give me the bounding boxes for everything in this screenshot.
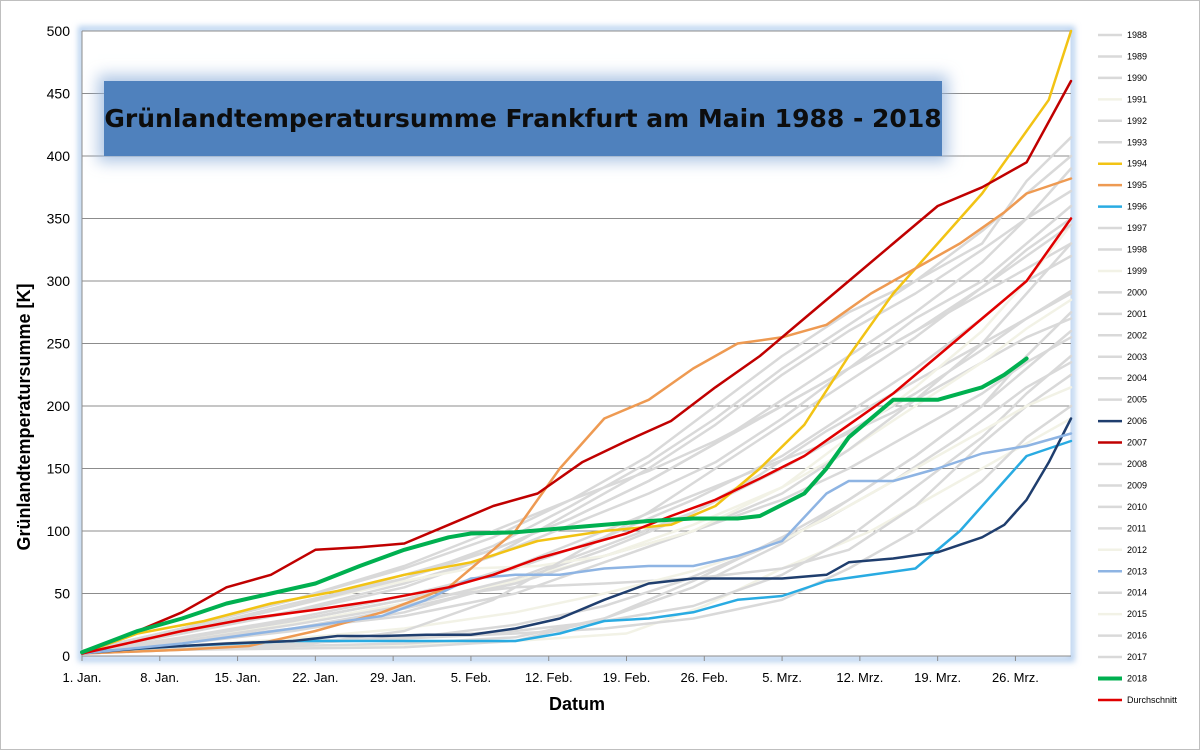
legend-label-durchschnitt: Durchschnitt <box>1127 695 1178 705</box>
x-tick-label: 29. Jan. <box>370 670 416 685</box>
y-axis-title: Grünlandtemperatursumme [K] <box>14 283 34 550</box>
legend-label-1994: 1994 <box>1127 159 1147 169</box>
legend-label-2011: 2011 <box>1127 523 1146 533</box>
legend-label-1995: 1995 <box>1127 180 1147 190</box>
legend-label-1989: 1989 <box>1127 51 1147 61</box>
x-axis-ticks: 1. Jan. 8. Jan. 15. Jan. 22. Jan. 29. Jan. 5.… <box>62 656 1039 685</box>
legend-label-2010: 2010 <box>1127 502 1147 512</box>
legend-label-1988: 1988 <box>1127 30 1147 40</box>
y-tick-label: 50 <box>54 586 70 602</box>
series-line-2010 <box>80 354 1073 655</box>
y-tick-label: 300 <box>47 273 71 289</box>
legend-label-2004: 2004 <box>1127 373 1147 383</box>
series-line-1989 <box>80 204 1073 654</box>
y-tick-label: 350 <box>47 211 71 227</box>
series-line-1996 <box>80 439 1073 654</box>
legend-label-2008: 2008 <box>1127 459 1147 469</box>
y-tick-label: 200 <box>47 398 71 414</box>
x-axis-title: Datum <box>549 694 605 714</box>
chart-title-box: Grünlandtemperatursumme Frankfurt am Mai… <box>104 81 942 156</box>
legend-label-2017: 2017 <box>1127 652 1147 662</box>
x-tick-label: 5. Mrz. <box>762 670 802 685</box>
y-axis-ticks: 0 50 100 150 200 250 300 350 400 450 500 <box>47 23 71 664</box>
x-tick-label: 12. Mrz. <box>836 670 883 685</box>
legend-label-1996: 1996 <box>1127 202 1147 212</box>
plot-area-glow <box>78 26 1075 662</box>
series-line-2002 <box>80 189 1073 653</box>
series-lines <box>80 29 1073 655</box>
gridlines <box>81 30 1071 657</box>
y-tick-label: 250 <box>47 336 71 352</box>
x-tick-label: 19. Mrz. <box>914 670 961 685</box>
x-tick-label: 15. Jan. <box>214 670 260 685</box>
legend-label-1991: 1991 <box>1127 94 1147 104</box>
x-tick-label: 19. Feb. <box>603 670 651 685</box>
legend-label-2015: 2015 <box>1127 609 1147 619</box>
chart-title: Grünlandtemperatursumme Frankfurt am Mai… <box>104 104 942 133</box>
y-tick-label: 100 <box>47 523 71 539</box>
y-tick-label: 150 <box>47 461 71 477</box>
x-tick-label: 22. Jan. <box>292 670 338 685</box>
legend-label-2007: 2007 <box>1127 438 1147 448</box>
legend-label-2001: 2001 <box>1127 309 1147 319</box>
x-tick-label: 8. Jan. <box>140 670 179 685</box>
x-tick-label: 26. Feb. <box>680 670 728 685</box>
legend-label-2000: 2000 <box>1127 287 1147 297</box>
series-line-2018 <box>80 356 1029 655</box>
legend-label-1998: 1998 <box>1127 245 1147 255</box>
y-tick-label: 500 <box>47 23 71 39</box>
legend-label-1990: 1990 <box>1127 73 1147 83</box>
legend-label-1992: 1992 <box>1127 116 1147 126</box>
legend: 1988 1989 1990 1991 1992 1993 1994 1995 1996 1997… <box>1098 30 1178 705</box>
legend-label-2013: 2013 <box>1127 566 1147 576</box>
x-tick-label: 5. Feb. <box>451 670 491 685</box>
series-line-2007 <box>80 79 1073 655</box>
series-line-durchschnitt <box>80 217 1073 655</box>
legend-label-2002: 2002 <box>1127 330 1147 340</box>
series-line-1999 <box>80 298 1073 654</box>
legend-label-2009: 2009 <box>1127 480 1147 490</box>
x-tick-label: 1. Jan. <box>62 670 101 685</box>
x-tick-label: 12. Feb. <box>525 670 573 685</box>
legend-label-2005: 2005 <box>1127 395 1147 405</box>
series-line-1994 <box>80 29 1073 655</box>
y-tick-label: 450 <box>47 86 71 102</box>
series-line-2008 <box>80 167 1073 653</box>
series-line-1995 <box>80 177 1073 655</box>
legend-label-1999: 1999 <box>1127 266 1147 276</box>
x-tick-label: 26. Mrz. <box>992 670 1039 685</box>
legend-label-2018: 2018 <box>1127 674 1147 684</box>
legend-label-1997: 1997 <box>1127 223 1147 233</box>
legend-label-1993: 1993 <box>1127 137 1147 147</box>
series-line-2006 <box>80 417 1073 655</box>
legend-label-2016: 2016 <box>1127 631 1147 641</box>
series-line-2013 <box>80 432 1073 655</box>
y-tick-label: 400 <box>47 148 71 164</box>
legend-label-2003: 2003 <box>1127 352 1147 362</box>
legend-label-2014: 2014 <box>1127 588 1147 598</box>
legend-label-2006: 2006 <box>1127 416 1147 426</box>
legend-label-2012: 2012 <box>1127 545 1147 555</box>
series-line-2014 <box>80 154 1073 653</box>
series-line-2015 <box>80 386 1073 655</box>
series-line-2017 <box>80 217 1073 655</box>
series-line-2001 <box>80 289 1073 654</box>
y-tick-label: 0 <box>62 648 70 664</box>
